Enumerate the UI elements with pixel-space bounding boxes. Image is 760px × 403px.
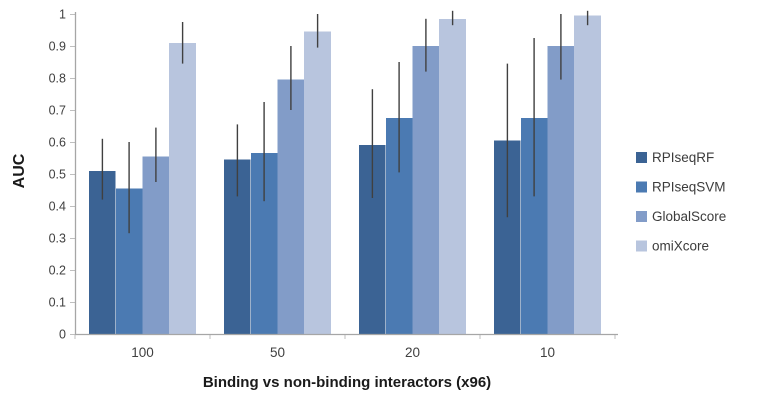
bar-omiXcore-50 xyxy=(304,31,331,334)
legend-item-omiXcore: omiXcore xyxy=(636,239,709,254)
legend-swatch-GlobalScore xyxy=(636,211,647,222)
y-tick-label-0.8: 0.8 xyxy=(49,72,66,86)
y-tick-label-0.5: 0.5 xyxy=(49,168,66,182)
bar-GlobalScore-10 xyxy=(547,46,575,334)
x-category-label-10: 10 xyxy=(540,345,555,360)
legend-label-omiXcore: omiXcore xyxy=(652,239,709,254)
bar-GlobalScore-50 xyxy=(277,79,305,334)
legend-label-GlobalScore: GlobalScore xyxy=(652,209,726,224)
bar-GlobalScore-20 xyxy=(412,46,440,334)
legend-label-RPIseqSVM: RPIseqSVM xyxy=(652,180,726,195)
y-tick-label-0.9: 0.9 xyxy=(49,40,66,54)
axes-layer: 0 0.1 0.2 0.3 0.4 0.5 0.6 0.7 0.8 0.9 1 100 50 20 10 xyxy=(49,8,618,360)
y-tick-label-0.1: 0.1 xyxy=(49,296,66,310)
bars-layer xyxy=(89,15,601,335)
y-tick-label-1: 1 xyxy=(59,8,66,22)
y-tick-label-0: 0 xyxy=(59,328,66,342)
legend-swatch-RPIseqRF xyxy=(636,152,647,163)
y-tick-label-0.3: 0.3 xyxy=(49,232,66,246)
bar-GlobalScore-100 xyxy=(142,156,170,334)
legend-item-RPIseqSVM: RPIseqSVM xyxy=(636,180,726,195)
x-axis-title: Binding vs non-binding interactors (x96) xyxy=(203,374,491,391)
error-bars-layer xyxy=(101,10,589,234)
legend: RPIseqRF RPIseqSVM GlobalScore omiXcore xyxy=(636,150,726,254)
y-tick-label-0.6: 0.6 xyxy=(49,136,66,150)
legend-swatch-omiXcore xyxy=(636,240,647,252)
legend-swatch-RPIseqSVM xyxy=(636,181,647,193)
legend-item-GlobalScore: GlobalScore xyxy=(636,209,726,224)
bar-omiXcore-100 xyxy=(169,42,196,335)
x-category-label-50: 50 xyxy=(270,345,285,360)
legend-label-RPIseqRF: RPIseqRF xyxy=(652,150,714,165)
bar-omiXcore-10 xyxy=(574,15,601,334)
y-axis-title: AUC xyxy=(11,153,28,188)
y-tick-label-0.4: 0.4 xyxy=(49,200,66,214)
x-category-label-20: 20 xyxy=(405,345,420,360)
bar-omiXcore-20 xyxy=(439,18,466,335)
y-tick-label-0.7: 0.7 xyxy=(49,104,66,118)
y-tick-label-0.2: 0.2 xyxy=(49,264,66,278)
legend-item-RPIseqRF: RPIseqRF xyxy=(636,150,714,165)
x-category-label-100: 100 xyxy=(131,345,154,360)
